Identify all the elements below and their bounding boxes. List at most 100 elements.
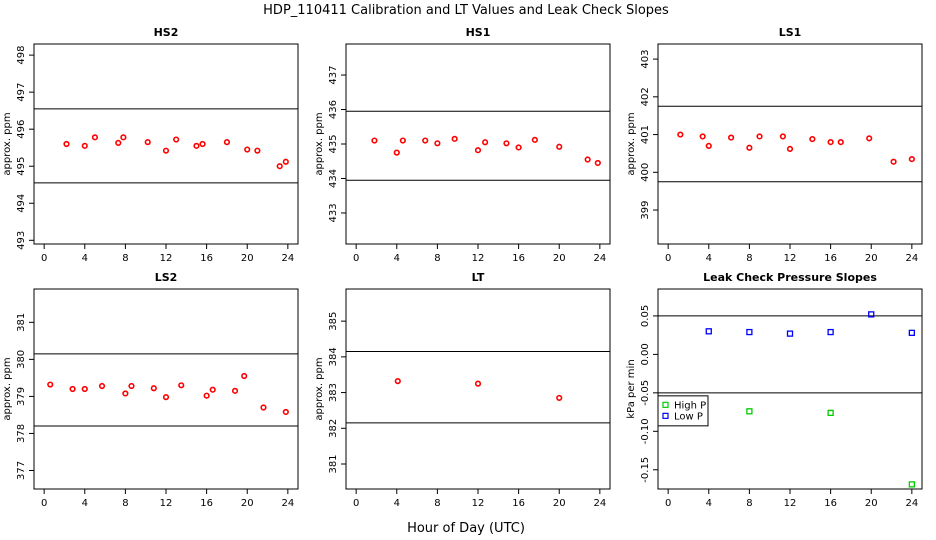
data-point	[746, 144, 753, 151]
x-tick-label: 8	[122, 498, 128, 509]
data-point	[705, 142, 712, 149]
y-tick-label: 496	[16, 120, 27, 139]
data-point	[162, 147, 170, 154]
data-point	[451, 135, 458, 142]
data-point	[699, 133, 706, 140]
y-axis-label: approx. ppm	[2, 357, 13, 420]
plot-frame	[33, 43, 299, 245]
y-tick-label: 402	[640, 87, 651, 106]
y-tick-label: 498	[16, 46, 27, 65]
chart-panel-2: HS1 0 4 8 12 16 20 24 433 434 435 436 437 approx. ppm	[314, 26, 611, 264]
data-point	[515, 144, 522, 151]
data-point	[756, 133, 763, 140]
x-tick-label: 16	[200, 498, 213, 509]
y-tick-label: 381	[16, 313, 27, 332]
x-tick-label: 16	[512, 253, 525, 264]
x-tick-label: 4	[394, 253, 400, 264]
x-tick-label: 0	[353, 498, 359, 509]
x-tick-label: 8	[122, 253, 128, 264]
data-point	[705, 328, 712, 335]
data-point	[241, 372, 248, 380]
x-tick-label: 24	[281, 498, 294, 509]
y-tick-label: 437	[328, 65, 339, 84]
x-tick-label: 16	[824, 498, 837, 509]
data-point	[173, 136, 180, 143]
x-tick-label: 4	[82, 253, 88, 264]
panel-title: LT	[472, 271, 485, 284]
data-point	[244, 146, 251, 153]
y-tick-label: 493	[16, 231, 27, 250]
x-tick-label: 12	[784, 253, 797, 264]
x-tick-label: 20	[553, 253, 566, 264]
y-tick-label: 436	[328, 100, 339, 119]
plot-frame	[345, 288, 611, 490]
data-point	[868, 311, 875, 318]
figure-xlabel: Hour of Day (UTC)	[407, 521, 525, 536]
y-tick-label: 497	[16, 83, 27, 102]
figure-title: HDP_110411 Calibration and LT Values and…	[263, 3, 669, 18]
data-point	[91, 134, 99, 141]
x-tick-label: 0	[353, 253, 359, 264]
data-point	[193, 142, 200, 149]
data-point	[144, 139, 151, 146]
panel-title: HS2	[154, 26, 179, 39]
y-tick-label: 435	[328, 134, 339, 153]
data-point	[531, 136, 538, 143]
y-tick-label: 433	[328, 203, 339, 222]
y-tick-label: 494	[16, 194, 27, 213]
data-point	[120, 134, 127, 141]
legend-label: High P	[674, 400, 706, 411]
y-tick-label: 377	[16, 461, 27, 480]
data-point	[594, 159, 601, 167]
data-point	[866, 135, 873, 142]
data-point	[260, 404, 267, 411]
data-point	[231, 387, 239, 394]
y-tick-label: 401	[640, 125, 651, 144]
y-tick-label: 403	[640, 50, 651, 69]
chart-panels: HS2 0 4 8 12 16 20 24 493 494 495 496 497 498 approx. …	[2, 26, 923, 509]
x-tick-label: 24	[905, 498, 918, 509]
y-tick-label: 400	[640, 163, 651, 182]
y-tick-label: 378	[16, 424, 27, 443]
y-tick-label: -0.15	[640, 457, 651, 483]
y-tick-label: 382	[328, 419, 339, 438]
x-tick-label: 16	[824, 253, 837, 264]
x-tick-label: 4	[394, 498, 400, 509]
data-point	[556, 143, 563, 150]
data-point	[908, 481, 915, 488]
y-tick-label: 384	[328, 347, 339, 366]
x-tick-label: 20	[865, 498, 878, 509]
x-tick-label: 24	[281, 253, 294, 264]
panel-title: Leak Check Pressure Slopes	[703, 271, 877, 284]
chart-panel-1: HS2 0 4 8 12 16 20 24 493 494 495 496 497 498 approx. …	[2, 26, 299, 264]
x-tick-label: 0	[41, 253, 47, 264]
data-point	[178, 382, 185, 389]
x-tick-label: 20	[241, 498, 254, 509]
data-point	[399, 137, 406, 144]
data-point	[809, 135, 816, 143]
y-tick-label: -0.10	[640, 418, 651, 444]
data-point	[209, 386, 216, 393]
y-tick-label: 0.05	[640, 305, 651, 327]
data-point	[150, 385, 157, 392]
data-point	[434, 140, 441, 147]
panel-title: LS2	[155, 271, 178, 284]
y-tick-label: 381	[328, 454, 339, 473]
chart-panel-4: LS2 0 4 8 12 16 20 24 377 378 379 380 381 approx. ppm	[2, 271, 299, 509]
data-point	[393, 149, 400, 156]
x-tick-label: 20	[865, 253, 878, 264]
x-tick-label: 24	[593, 498, 606, 509]
data-point	[122, 390, 129, 397]
data-point	[827, 139, 834, 146]
y-axis-label: approx. ppm	[2, 112, 13, 175]
plot-frame	[33, 288, 299, 490]
data-point	[746, 408, 753, 415]
data-point	[746, 328, 753, 336]
data-point	[677, 131, 684, 138]
legend-marker	[662, 412, 669, 419]
x-tick-label: 12	[784, 498, 797, 509]
data-point	[282, 408, 289, 416]
data-point	[474, 380, 482, 387]
y-tick-label: 380	[16, 350, 27, 369]
x-tick-label: 8	[434, 253, 440, 264]
